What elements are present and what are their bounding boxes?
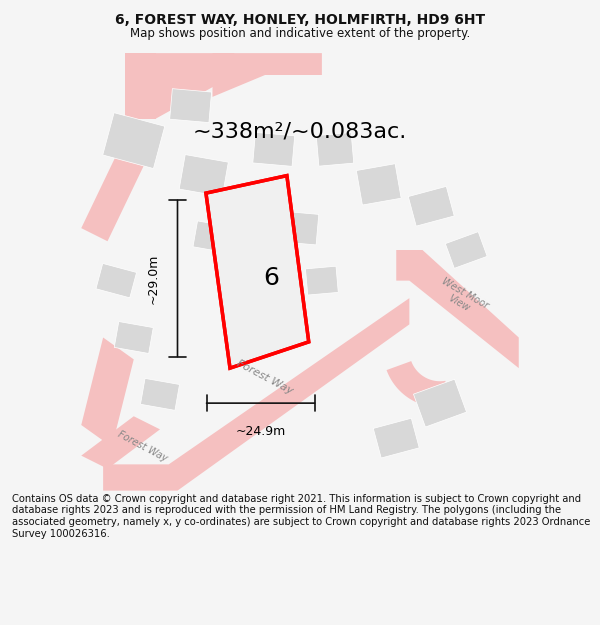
Bar <box>445 232 487 268</box>
Bar <box>140 378 179 411</box>
Bar <box>170 89 212 122</box>
Bar <box>373 418 419 458</box>
Bar <box>103 112 165 169</box>
Bar <box>253 132 295 166</box>
Bar <box>193 221 232 253</box>
Bar <box>356 164 401 205</box>
Text: Map shows position and indicative extent of the property.: Map shows position and indicative extent… <box>130 27 470 40</box>
Bar <box>114 321 153 354</box>
Bar <box>413 379 467 427</box>
Polygon shape <box>212 53 322 97</box>
Polygon shape <box>81 338 134 447</box>
Bar <box>408 186 454 226</box>
Text: Contains OS data © Crown copyright and database right 2021. This information is : Contains OS data © Crown copyright and d… <box>12 494 590 539</box>
Text: 6: 6 <box>263 266 279 291</box>
Bar <box>96 263 137 298</box>
Polygon shape <box>81 119 160 241</box>
Polygon shape <box>125 53 155 119</box>
Bar <box>316 132 354 166</box>
Polygon shape <box>206 176 309 368</box>
Text: ~24.9m: ~24.9m <box>235 425 286 438</box>
Text: ~338m²/~0.083ac.: ~338m²/~0.083ac. <box>193 122 407 142</box>
Bar <box>281 211 319 245</box>
Text: ~29.0m: ~29.0m <box>147 253 160 304</box>
Polygon shape <box>386 361 450 408</box>
Text: Forest Way: Forest Way <box>116 429 169 464</box>
Polygon shape <box>396 250 519 368</box>
Text: 6, FOREST WAY, HONLEY, HOLMFIRTH, HD9 6HT: 6, FOREST WAY, HONLEY, HOLMFIRTH, HD9 6H… <box>115 13 485 28</box>
Polygon shape <box>81 416 160 469</box>
Text: Forest Way: Forest Way <box>235 358 295 396</box>
Polygon shape <box>125 53 235 119</box>
Text: West Moor
View: West Moor View <box>434 276 490 321</box>
Bar <box>179 154 229 197</box>
Polygon shape <box>103 298 409 491</box>
Bar <box>305 266 338 295</box>
